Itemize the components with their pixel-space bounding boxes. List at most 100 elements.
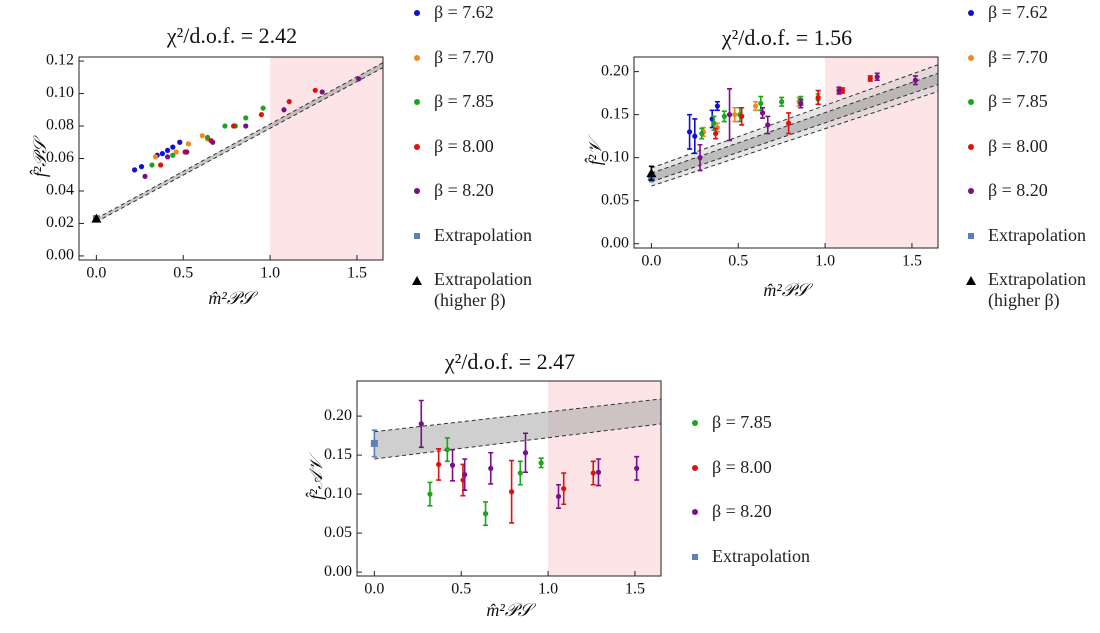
point [164, 154, 171, 160]
point [91, 213, 102, 223]
point [243, 115, 249, 121]
y-tick-label: 0.08 [46, 117, 74, 134]
point [732, 112, 738, 118]
x-tick-label: 0.0 [86, 265, 106, 282]
x-tick-label: 1.0 [260, 265, 280, 282]
fit-band-edge [96, 62, 384, 220]
point [509, 489, 515, 495]
fit-band [96, 62, 383, 222]
legend-label: β = 7.85 [988, 91, 1048, 111]
point [418, 421, 424, 427]
point [319, 89, 325, 95]
x-axis-label: m̂²𝒫𝒮 [208, 288, 258, 308]
point [726, 112, 733, 118]
legend-item: Extrapolation (higher β) [412, 269, 562, 314]
point [697, 155, 703, 161]
y-tick-label: 0.10 [324, 485, 352, 502]
x-tick-label: 1.5 [347, 265, 367, 282]
point [149, 162, 155, 168]
legend-label: β = 8.00 [434, 135, 494, 156]
legend-item: β = 7.62 [412, 2, 562, 47]
x-tick-label: 1.0 [538, 581, 558, 598]
fit-band-edge [96, 67, 384, 223]
legend-marker [414, 232, 420, 239]
point [798, 100, 804, 107]
point [779, 99, 785, 105]
fit-band-edge [651, 64, 939, 169]
legend-label: β = 7.70 [434, 46, 494, 67]
fit-band-edge [651, 84, 939, 183]
legend-marker [414, 54, 420, 61]
point [699, 130, 705, 137]
point [444, 447, 450, 453]
legend-item: β = 8.20 [690, 501, 840, 546]
legend-item: β = 8.00 [966, 136, 1100, 181]
y-tick-label: 0.04 [46, 182, 74, 199]
point [482, 510, 489, 517]
legend-label: β = 8.20 [712, 501, 772, 521]
point [867, 75, 873, 82]
point [170, 144, 176, 150]
legend-label: β = 8.00 [988, 135, 1048, 156]
point [177, 139, 183, 145]
legend-label: Extrapolation (higher β) [434, 269, 532, 310]
point [561, 486, 567, 492]
point [370, 439, 378, 447]
y-tick-label: 0.00 [324, 563, 352, 580]
point [555, 493, 562, 500]
legend-marker [968, 232, 974, 239]
legend-label: β = 7.62 [988, 2, 1048, 22]
point [522, 450, 529, 456]
point [131, 167, 138, 173]
point [912, 77, 919, 83]
point [152, 154, 159, 160]
chart-title: χ²/d.o.f. = 2.42 [166, 23, 297, 48]
y-tick-label: 0.05 [324, 524, 352, 541]
legend: β = 7.62 β = 7.70 β = 7.85 β = 8.00 β = 8.20… [412, 2, 562, 314]
legend-label: Extrapolation (higher β) [988, 269, 1086, 310]
point [686, 129, 693, 135]
legend: β = 7.85 β = 8.00 β = 8.20 Extrapolation [690, 412, 840, 590]
legend-marker [414, 188, 420, 194]
chart-title: χ²/d.o.f. = 2.47 [444, 349, 575, 374]
legend-label: β = 7.85 [712, 412, 772, 432]
x-tick-label: 1.5 [625, 581, 645, 598]
point [356, 76, 362, 82]
point [595, 469, 602, 475]
point [517, 470, 523, 476]
point [488, 465, 494, 471]
point [449, 462, 456, 468]
legend-item: Extrapolation [690, 546, 840, 591]
y-axis-label: f̂²𝒫𝒮 [29, 135, 50, 177]
legend-marker [692, 553, 698, 560]
legend-item: β = 7.85 [966, 91, 1100, 136]
y-tick-label: 0.05 [601, 191, 629, 208]
legend-label: Extrapolation [988, 224, 1086, 245]
legend-item: Extrapolation (higher β) [966, 269, 1100, 314]
point [170, 152, 176, 158]
point [692, 133, 698, 139]
chart-title: χ²/d.o.f. = 1.56 [721, 25, 852, 50]
legend: β = 7.62 β = 7.70 β = 7.85 β = 8.00 β = 8.20… [966, 2, 1100, 314]
point [765, 122, 771, 128]
y-tick-label: 0.15 [324, 446, 352, 463]
point [815, 94, 821, 101]
point [874, 74, 880, 80]
legend-marker [414, 143, 420, 150]
legend-item: β = 8.20 [412, 180, 562, 225]
point [185, 141, 192, 147]
point [462, 472, 468, 478]
point [138, 164, 145, 170]
point [721, 113, 727, 119]
fit-band [651, 73, 938, 182]
legend-item: β = 7.70 [966, 47, 1100, 92]
y-tick-label: 0.00 [601, 234, 629, 251]
point [158, 162, 164, 168]
y-tick-label: 0.06 [46, 149, 74, 166]
point [204, 134, 211, 140]
legend-label: β = 7.70 [988, 46, 1048, 67]
x-tick-label: 1.0 [815, 253, 835, 270]
x-tick-label: 0.5 [451, 581, 471, 598]
